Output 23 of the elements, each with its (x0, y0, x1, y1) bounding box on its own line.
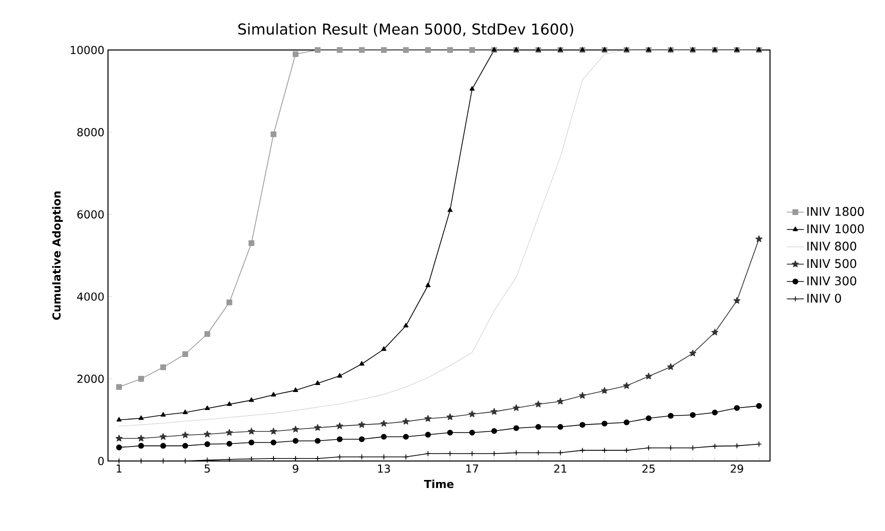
y-tick-label: 8000 (77, 128, 104, 136)
legend-label: INIV 500 (807, 258, 856, 268)
y-tick-label: 4000 (77, 292, 104, 301)
chart-title: Simulation Result (Mean 5000, StdDev 1600) (238, 23, 574, 36)
y-axis-title: Cumulative Adoption (52, 192, 63, 320)
x-tick-label: 21 (554, 464, 566, 473)
y-tick-label: 0 (98, 456, 104, 466)
legend-label: INIV 1000 (807, 224, 864, 234)
x-tick-label: 25 (642, 464, 655, 473)
x-axis-title: Time (424, 480, 454, 488)
x-tick-label: 9 (292, 464, 298, 473)
legend-label: INIV 1800 (807, 206, 864, 216)
y-tick-label: 6000 (77, 210, 104, 219)
x-tick-label: 5 (204, 464, 210, 473)
x-tick-label: 13 (378, 464, 390, 473)
x-tick-label: 29 (730, 464, 744, 473)
y-tick-label: 10000 (70, 46, 104, 54)
legend-label: INIV 800 (807, 242, 856, 251)
x-tick-label: 1 (116, 464, 122, 473)
x-tick-label: 17 (466, 464, 478, 473)
legend-label: INIV 0 (807, 294, 842, 303)
legend-label: INIV 300 (807, 276, 856, 286)
y-tick-label: 2000 (77, 374, 104, 383)
